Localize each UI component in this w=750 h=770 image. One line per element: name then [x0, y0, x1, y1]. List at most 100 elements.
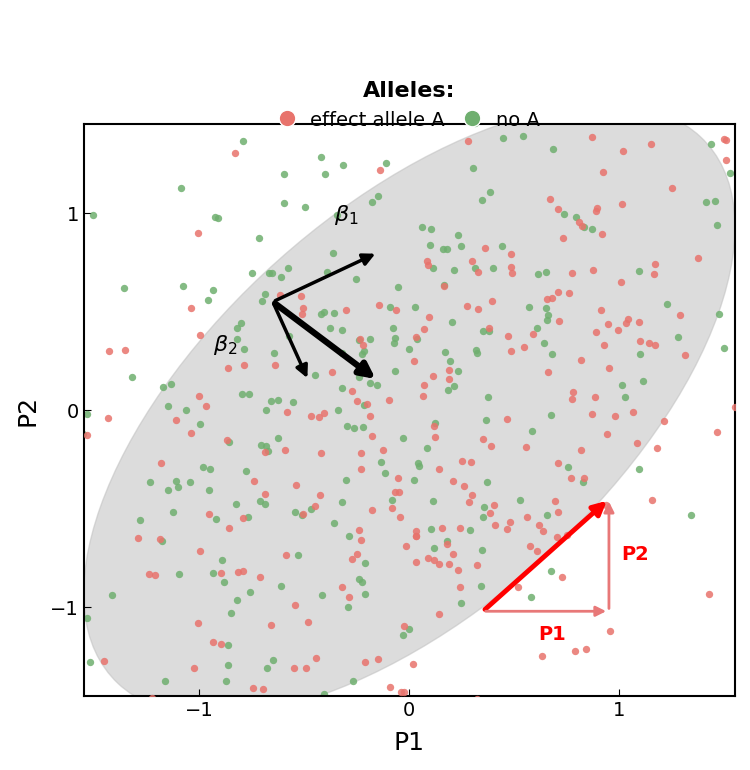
Point [478, 501, 490, 514]
Point [679, 349, 691, 361]
Point [586, 407, 598, 420]
Point [555, 72, 567, 84]
Point [666, 182, 678, 194]
Point [266, 266, 278, 279]
Point [202, 484, 214, 496]
Point [265, 395, 277, 407]
Point [718, 132, 730, 145]
Point [603, 51, 615, 63]
Point [448, 263, 460, 276]
Point [406, 658, 418, 671]
Point [336, 381, 348, 393]
Point [386, 502, 398, 514]
Point [346, 675, 358, 687]
Point [506, 44, 518, 56]
Point [76, 427, 88, 440]
Point [87, 209, 99, 221]
Point [154, 457, 166, 470]
Point [269, 359, 281, 371]
Point [482, 476, 494, 488]
Point [47, 297, 59, 310]
Point [416, 221, 428, 233]
Point [748, 458, 750, 470]
Point [387, 322, 399, 334]
Point [553, 314, 565, 326]
Point [615, 276, 627, 288]
Point [466, 488, 478, 500]
Point [616, 198, 628, 210]
Point [622, 313, 634, 325]
Point [304, 503, 316, 515]
Point [446, 475, 458, 487]
Point [359, 655, 371, 668]
Point [462, 135, 474, 147]
Point [223, 436, 235, 448]
Point [501, 523, 513, 535]
Point [590, 326, 602, 338]
Point [238, 343, 250, 356]
Point [631, 437, 643, 449]
Point [342, 601, 354, 614]
Point [501, 413, 513, 425]
Point [595, 304, 607, 316]
Point [604, 625, 616, 638]
Point [524, 591, 536, 604]
Point [532, 268, 544, 280]
Point [207, 283, 219, 296]
Point [395, 686, 407, 698]
Point [327, 246, 339, 259]
Point [346, 554, 358, 566]
Point [254, 439, 266, 451]
Point [497, 132, 509, 144]
Point [384, 681, 396, 693]
Point [355, 463, 367, 475]
Point [410, 530, 422, 542]
Point [383, 394, 395, 407]
Point [398, 685, 410, 698]
Point [340, 304, 352, 316]
Point [437, 279, 449, 291]
Point [354, 333, 366, 345]
Point [81, 408, 93, 420]
Point [410, 331, 422, 343]
Point [442, 558, 454, 571]
Point [442, 243, 454, 255]
Point [605, 72, 617, 85]
Point [188, 662, 200, 675]
Point [0, 755, 4, 767]
Text: P1: P1 [538, 625, 566, 644]
Point [430, 430, 442, 443]
Point [223, 362, 235, 374]
Point [740, 221, 750, 233]
Point [713, 308, 725, 320]
Point [121, 701, 133, 713]
Point [698, 92, 709, 104]
Point [544, 564, 556, 577]
Point [207, 567, 219, 579]
Point [444, 355, 456, 367]
Point [540, 303, 552, 315]
Point [218, 576, 230, 588]
Point [212, 213, 224, 225]
Point [422, 552, 434, 564]
Point [222, 659, 234, 671]
Point [317, 688, 329, 700]
Point [398, 620, 410, 632]
Point [275, 581, 287, 593]
Point [551, 531, 563, 543]
Point [185, 302, 197, 314]
Point [162, 484, 174, 497]
Point [384, 301, 396, 313]
Point [392, 472, 404, 484]
Point [364, 377, 376, 389]
Point [358, 345, 370, 357]
Point [152, 730, 164, 742]
Point [648, 267, 660, 280]
Point [389, 332, 401, 344]
Point [633, 265, 645, 277]
Point [202, 293, 214, 306]
Point [456, 109, 468, 122]
Point [464, 496, 476, 508]
Point [215, 638, 227, 650]
Point [557, 232, 569, 244]
